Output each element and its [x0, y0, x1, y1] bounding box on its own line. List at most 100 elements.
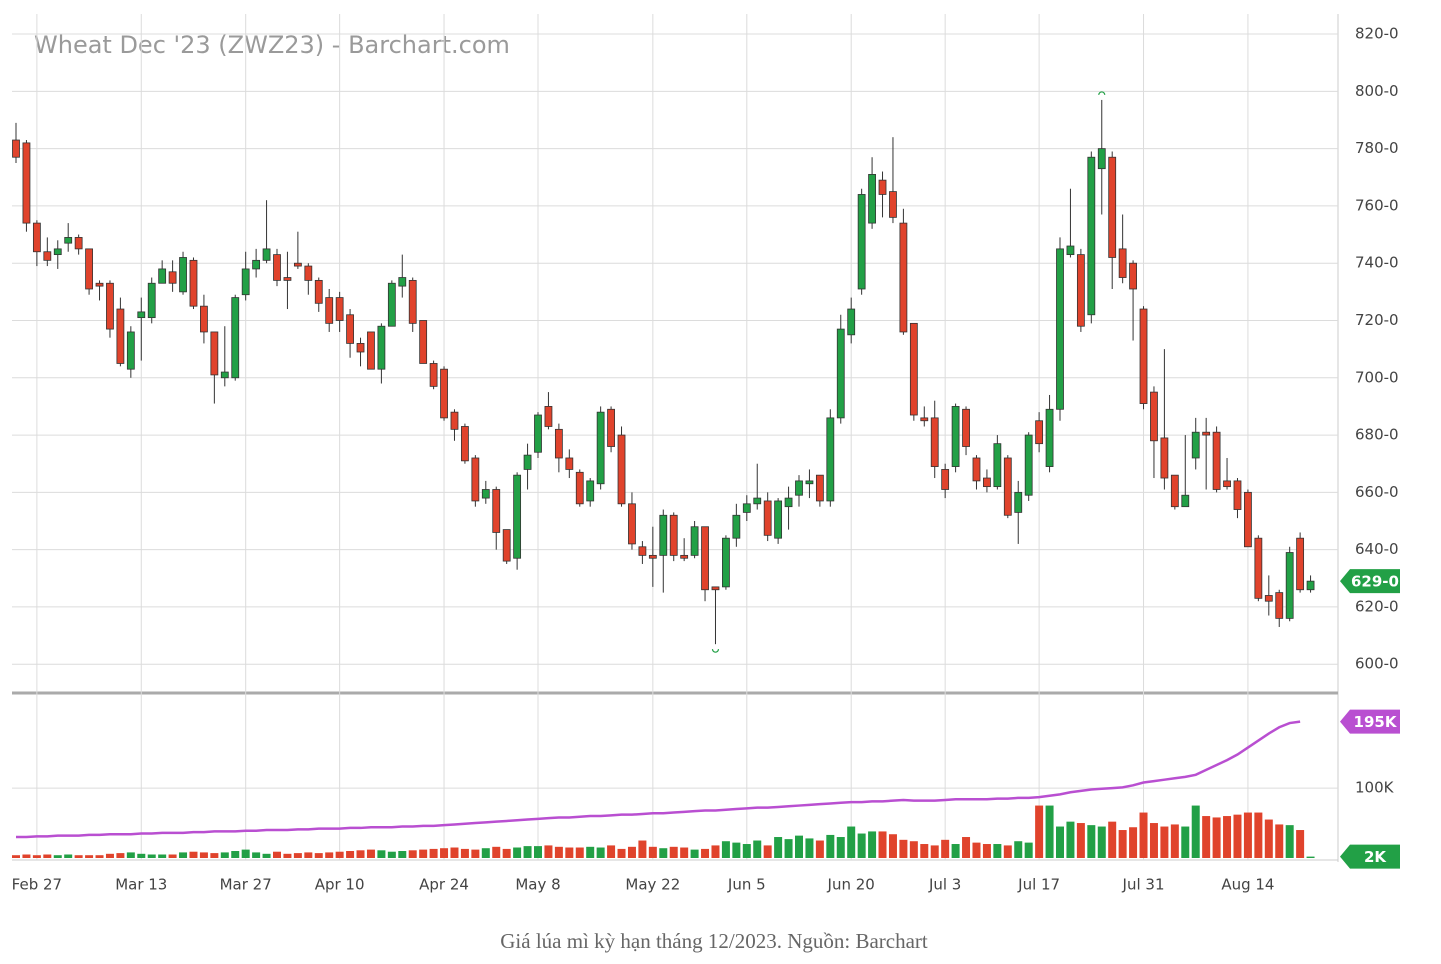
candle-body: [429, 363, 438, 387]
candle-body: [669, 514, 678, 556]
volume-bar: [273, 851, 281, 858]
volume-bar: [398, 851, 407, 858]
candle-body: [1202, 431, 1211, 436]
candle-body: [471, 457, 480, 502]
x-tick-label: Jun 20: [827, 876, 875, 894]
candle-body: [492, 489, 501, 533]
y-tick-label: 720-0: [1355, 311, 1399, 329]
candle-body: [1066, 245, 1075, 256]
volume-bar: [137, 853, 146, 858]
candle-body: [64, 237, 73, 244]
volume-bar: [22, 854, 31, 858]
volume-bar: [304, 852, 313, 858]
candle-body: [1045, 408, 1054, 467]
candle-body: [335, 297, 344, 321]
volume-bar: [85, 855, 94, 858]
candle-body: [408, 279, 417, 324]
volume-bar: [387, 851, 396, 858]
volume-bar: [314, 853, 323, 858]
candle-body: [513, 474, 522, 559]
volume-bar: [930, 845, 939, 858]
x-tick-label: May 8: [515, 876, 560, 894]
volume-bar: [565, 847, 574, 858]
x-tick-label: May 22: [625, 876, 680, 894]
y-tick-label: 600-0: [1355, 655, 1399, 673]
candle-body: [1118, 248, 1127, 278]
candle-body: [815, 474, 824, 502]
volume-bar: [836, 837, 845, 858]
volume-bar: [1003, 845, 1012, 858]
y-tick-label: 680-0: [1355, 426, 1399, 444]
candle-body: [1160, 437, 1169, 479]
candle-body: [836, 328, 845, 419]
candle-body: [168, 271, 177, 284]
volume-bar: [607, 845, 616, 858]
candle-body: [200, 305, 208, 333]
candle-body: [450, 411, 459, 430]
candle-body: [74, 237, 83, 250]
candle-body: [920, 417, 929, 422]
volume-bar: [523, 846, 532, 858]
volume-bar: [32, 855, 41, 858]
candle-body: [137, 311, 146, 319]
candle-body: [53, 248, 62, 256]
candle-body: [1306, 580, 1315, 591]
volume-bar: [1170, 824, 1179, 858]
y-tick-label: 800-0: [1355, 82, 1399, 100]
candle-body: [889, 191, 897, 218]
volume-bar: [179, 852, 188, 858]
candle-body: [554, 428, 563, 459]
candle-body: [607, 408, 615, 447]
candle-body: [22, 142, 31, 224]
volume-bar: [43, 854, 52, 858]
x-tick-label: Apr 24: [419, 876, 469, 894]
candle-body: [1129, 262, 1137, 290]
candle-body: [1285, 552, 1294, 619]
y-tick-label: 700-0: [1355, 368, 1399, 386]
candle-body: [252, 259, 261, 270]
candle-body: [1076, 254, 1085, 327]
volume-bar: [951, 844, 960, 858]
candle-body: [1139, 308, 1148, 404]
candle-body: [983, 477, 991, 488]
candle-body: [189, 259, 198, 307]
candle-body: [1223, 480, 1231, 488]
volume-bar: [325, 852, 334, 858]
candle-body: [1056, 248, 1064, 410]
candle-body: [941, 469, 950, 490]
candle-body: [95, 282, 104, 287]
candle-body: [857, 194, 866, 290]
volume-bar: [617, 848, 626, 858]
candle-body: [1024, 434, 1033, 496]
candle-body: [680, 554, 689, 559]
volume-bar: [586, 846, 595, 858]
candle-body: [377, 325, 386, 370]
x-tick-label: Mar 27: [220, 876, 272, 894]
candle-body: [795, 480, 803, 496]
volume-bar: [1056, 826, 1064, 858]
candle-body: [805, 480, 814, 485]
volume-bar: [95, 855, 104, 858]
caption: Giá lúa mì kỳ hạn tháng 12/2023. Nguồn: …: [500, 929, 928, 953]
candle-body: [753, 497, 762, 505]
volume-bar: [795, 835, 803, 858]
candle-body: [544, 406, 553, 427]
x-tick-label: Jul 3: [928, 876, 961, 894]
volume-bar: [481, 848, 490, 858]
volume-bar: [805, 838, 814, 858]
candle-body: [1296, 537, 1305, 591]
volume-bar: [513, 847, 522, 858]
y-tick-label: 620-0: [1355, 597, 1399, 615]
volume-bar: [638, 840, 647, 858]
volume-bar: [74, 855, 83, 858]
volume-bar: [53, 855, 62, 858]
open-interest-label: 195K: [1354, 713, 1398, 731]
candle-body: [962, 408, 970, 447]
volume-bar: [763, 845, 772, 858]
volume-bar: [1035, 805, 1044, 858]
x-tick-label: Feb 27: [12, 876, 62, 894]
candle-body: [502, 529, 511, 562]
candle-body: [628, 503, 636, 545]
volume-bar: [1108, 821, 1117, 858]
volume-bar: [753, 840, 762, 858]
